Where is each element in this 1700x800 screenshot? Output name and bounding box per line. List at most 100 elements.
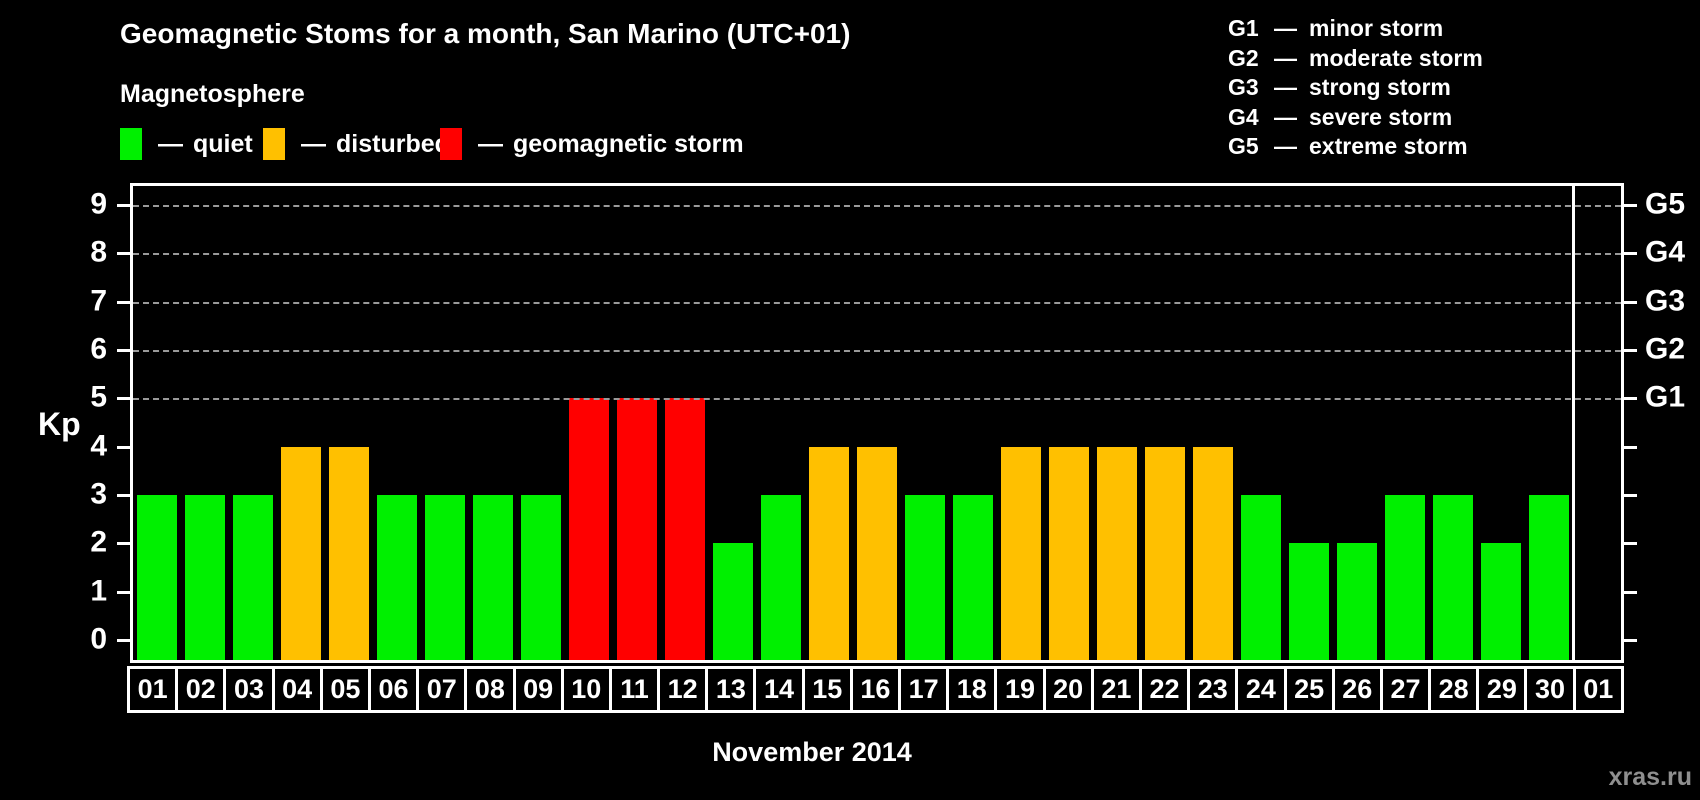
storm-color-swatch xyxy=(440,128,462,160)
day-label-01: 01 xyxy=(127,666,179,713)
bar-column-07 xyxy=(421,186,469,660)
day-label-14: 14 xyxy=(753,666,805,713)
left-axis-tick-4 xyxy=(117,445,130,449)
kp-tick-label-6: 6 xyxy=(90,332,107,366)
magnetosphere-legend: — quiet — disturbed — geomagnetic storm xyxy=(0,127,1100,163)
bar-column-16 xyxy=(853,186,901,660)
day-label-26: 26 xyxy=(1331,666,1383,713)
day-label-18: 18 xyxy=(946,666,998,713)
gridline-kp-9 xyxy=(133,204,1621,207)
left-axis-tick-6 xyxy=(117,348,130,352)
day-label-24: 24 xyxy=(1235,666,1287,713)
legend-label-quiet: quiet xyxy=(193,129,253,158)
bar-column-22 xyxy=(1141,186,1189,660)
day-label-02: 02 xyxy=(175,666,227,713)
x-axis-day-labels: 01 02 03 04 05 06 07 08 09 10 11 12 13 14 15 16 17 18 19 20… xyxy=(127,666,1624,713)
dash-separator: — xyxy=(1274,15,1297,41)
g-scale-tick-label-G2: G2 xyxy=(1645,332,1686,366)
magnetosphere-legend-heading: Magnetosphere xyxy=(120,80,305,108)
right-axis-tick-3 xyxy=(1624,494,1637,498)
dash-separator: — xyxy=(1274,44,1297,71)
next-month-divider-line xyxy=(1572,186,1575,660)
legend-item-storm: — geomagnetic storm xyxy=(440,127,744,161)
kp-bar-day-25 xyxy=(1288,543,1330,660)
day-label-22: 22 xyxy=(1138,666,1191,713)
right-axis-tick-5 xyxy=(1624,397,1637,401)
bar-column-02 xyxy=(181,186,229,660)
kp-bar-day-08 xyxy=(472,495,514,660)
g-scale-tick-label-G1: G1 xyxy=(1645,380,1686,414)
right-axis-tick-7 xyxy=(1624,300,1637,304)
g-scale-code: G1 xyxy=(1228,15,1259,41)
kp-bar-day-28 xyxy=(1432,495,1474,660)
bar-column-24 xyxy=(1237,186,1285,660)
kp-bar-day-19 xyxy=(1000,446,1042,660)
disturbed-color-swatch xyxy=(263,128,285,160)
left-axis-tick-7 xyxy=(117,300,130,304)
kp-bar-day-09 xyxy=(520,495,562,660)
chart-title: Geomagnetic Stoms for a month, San Marin… xyxy=(120,18,851,49)
bar-column-09 xyxy=(517,186,565,660)
kp-bar-day-04 xyxy=(280,446,322,660)
g-scale-item: G5 — extreme storm xyxy=(1228,132,1483,162)
bar-column-17 xyxy=(901,186,949,660)
day-label-04: 04 xyxy=(271,666,323,713)
kp-tick-label-0: 0 xyxy=(90,622,107,656)
bar-column-25 xyxy=(1285,186,1333,660)
bar-column-26 xyxy=(1333,186,1381,660)
bar-column-11 xyxy=(613,186,661,660)
day-label-23: 23 xyxy=(1187,666,1239,713)
day-label-17: 17 xyxy=(898,666,950,713)
bar-column-20 xyxy=(1045,186,1093,660)
day-label-29: 29 xyxy=(1476,666,1528,713)
right-axis-tick-2 xyxy=(1624,542,1637,546)
bar-column-27 xyxy=(1381,186,1429,660)
bar-column-15 xyxy=(805,186,853,660)
day-label-20: 20 xyxy=(1042,666,1094,713)
kp-bar-day-29 xyxy=(1480,543,1522,660)
left-axis-tick-8 xyxy=(117,252,130,256)
y-axis-title-kp: Kp xyxy=(38,406,81,442)
day-label-19: 19 xyxy=(994,666,1046,713)
day-label-08: 08 xyxy=(464,666,516,713)
day-label-30: 30 xyxy=(1524,666,1576,713)
kp-bar-day-10 xyxy=(568,398,610,660)
dash-separator: — xyxy=(478,129,503,158)
right-axis-tick-9 xyxy=(1624,203,1637,207)
kp-bar-day-12 xyxy=(664,398,706,660)
day-label-13: 13 xyxy=(705,666,757,713)
legend-label-disturbed: disturbed xyxy=(336,129,450,158)
bar-column-30 xyxy=(1525,186,1573,660)
kp-bar-day-27 xyxy=(1384,495,1426,660)
g-scale-label: strong storm xyxy=(1309,74,1451,100)
kp-bar-day-22 xyxy=(1144,446,1186,660)
day-label-next-01: 01 xyxy=(1572,666,1624,713)
gridline-kp-7 xyxy=(133,301,1621,304)
kp-bar-day-23 xyxy=(1192,446,1234,660)
day-label-03: 03 xyxy=(223,666,275,713)
gridline-kp-5 xyxy=(133,398,1621,401)
kp-bar-day-18 xyxy=(952,495,994,660)
day-label-06: 06 xyxy=(367,666,420,713)
bar-column-12 xyxy=(661,186,709,660)
gridline-kp-6 xyxy=(133,349,1621,352)
right-axis-tick-1 xyxy=(1624,590,1637,594)
kp-tick-label-2: 2 xyxy=(90,525,107,559)
dash-separator: — xyxy=(158,129,183,158)
day-label-11: 11 xyxy=(608,666,661,713)
day-label-12: 12 xyxy=(657,666,709,713)
legend-item-disturbed: — disturbed xyxy=(263,127,450,161)
left-axis-tick-2 xyxy=(117,542,130,546)
day-label-21: 21 xyxy=(1090,666,1142,713)
x-axis-title-month: November 2014 xyxy=(712,737,912,767)
day-label-10: 10 xyxy=(560,666,612,713)
g-scale-legend: G1 — minor storm G2 — moderate storm G3 — stro… xyxy=(1228,14,1483,162)
kp-bar-day-03 xyxy=(232,495,274,660)
left-axis-tick-9 xyxy=(117,203,130,207)
g-scale-label: extreme storm xyxy=(1309,133,1468,159)
kp-bar-day-13 xyxy=(712,543,754,660)
kp-bar-day-26 xyxy=(1336,543,1378,660)
dash-separator: — xyxy=(301,129,326,158)
bar-column-23 xyxy=(1189,186,1237,660)
right-axis-tick-6 xyxy=(1624,348,1637,352)
